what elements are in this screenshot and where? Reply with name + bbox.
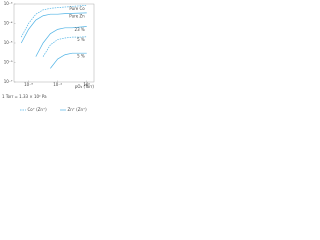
- series-label: Pure Zn: [69, 13, 85, 18]
- legend-label: Co⁺ (Zn⁺): [28, 107, 48, 112]
- y-tick-label: 10⁻³: [4, 1, 13, 6]
- series-label: 5 %: [77, 54, 85, 59]
- x-tick-label: 10⁻⁸: [24, 82, 33, 87]
- y-tick-label: 10⁻⁶: [4, 60, 13, 65]
- series-line: [20, 12, 87, 44]
- series-label: 5 %: [77, 37, 85, 42]
- y-tick-label: 10⁻⁵: [4, 40, 13, 45]
- y-tick-label: 10⁻⁴: [4, 21, 13, 26]
- x-tick-label: 10⁰: [83, 82, 90, 87]
- x-tick-label: 10⁻⁴: [53, 82, 62, 87]
- x-axis-label: pO₂ (Torr): [75, 84, 95, 89]
- series-label: Pure Co: [69, 6, 85, 11]
- chart: pO₂ (Torr) 1 Torr = 1.33 × 10² Pa 10⁻³ 10…: [2, 1, 95, 112]
- series-line: [35, 26, 87, 57]
- series-line: [42, 36, 87, 57]
- series-line: [50, 52, 87, 69]
- y-tick-label: 10⁻⁷: [4, 79, 13, 84]
- note: 1 Torr = 1.33 × 10² Pa: [2, 94, 47, 99]
- series-line: [20, 5, 87, 38]
- series-label: 23 %: [75, 27, 85, 32]
- legend-label: Zn⁺ (Zn⁺): [68, 107, 88, 112]
